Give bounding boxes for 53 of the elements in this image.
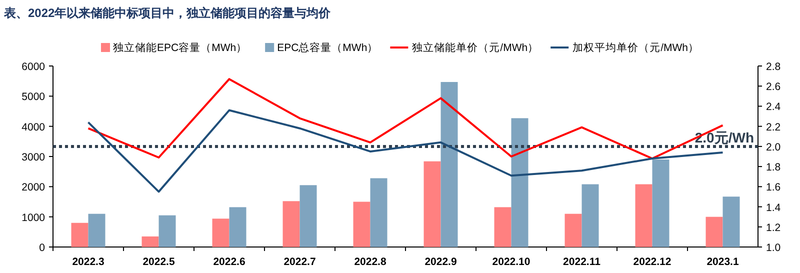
y2-tick-label: 1.8 (766, 162, 781, 174)
x-tick-label: 2022.11 (563, 256, 601, 268)
bar (212, 218, 230, 247)
legend-label: 独立储能单价（元/MWh） (412, 41, 539, 54)
x-tick-label: 2022.9 (424, 256, 457, 268)
x-tick-label: 2022.6 (213, 256, 246, 268)
bar (424, 161, 441, 247)
x-tick-label: 2022.8 (354, 256, 386, 268)
bar (511, 118, 528, 247)
bar (71, 222, 88, 247)
bar (353, 202, 370, 247)
y-tick-label: 3000 (22, 152, 46, 164)
y2-tick-label: 2.2 (766, 121, 781, 134)
y2-tick-label: 1.6 (766, 182, 781, 194)
y-tick-label: 4000 (22, 121, 46, 134)
bar (142, 236, 159, 247)
bar (370, 178, 388, 247)
x-tick-label: 2022.12 (633, 256, 672, 268)
y2-tick-label: 2.8 (766, 61, 781, 73)
bar (722, 196, 740, 247)
bar (282, 201, 300, 247)
bar (564, 214, 582, 247)
legend-label: 独立储能EPC容量（MWh） (112, 41, 248, 54)
x-tick-label: 2022.3 (72, 256, 104, 268)
bar (440, 82, 458, 247)
y-tick-label: 2000 (22, 182, 46, 194)
y-tick-label: 6000 (22, 61, 46, 73)
y-tick-label: 1000 (22, 212, 46, 224)
bar (582, 184, 599, 247)
bar (158, 215, 176, 247)
y-tick-label: 0 (39, 242, 46, 254)
legend-label: EPC总容量（MWh） (277, 41, 378, 54)
bar (706, 216, 723, 247)
y2-tick-label: 1.0 (766, 242, 781, 254)
y2-tick-label: 1.4 (766, 202, 781, 214)
x-tick-label: 2023.1 (706, 256, 739, 268)
x-tick-label: 2022.7 (284, 256, 316, 268)
legend-label: 加权平均单价（元/MWh） (572, 41, 700, 54)
y2-tick-label: 2.0 (766, 141, 781, 154)
y2-tick-label: 2.4 (766, 101, 781, 114)
bar (494, 207, 512, 247)
bar (635, 184, 652, 247)
y2-tick-label: 1.2 (766, 222, 781, 234)
x-tick-label: 2022.10 (492, 256, 530, 268)
bar (300, 185, 317, 247)
y2-tick-label: 2.6 (766, 81, 781, 94)
x-tick-label: 2022.5 (142, 256, 175, 268)
y-tick-label: 5000 (22, 91, 46, 104)
chart-title: 表、2022年以来储能中标项目中，独立储能项目的容量与均价 (3, 6, 332, 20)
bar (229, 207, 246, 247)
ref-line-label: 2.0元/Wh (694, 129, 754, 146)
bar (652, 160, 670, 247)
bar (88, 214, 106, 247)
